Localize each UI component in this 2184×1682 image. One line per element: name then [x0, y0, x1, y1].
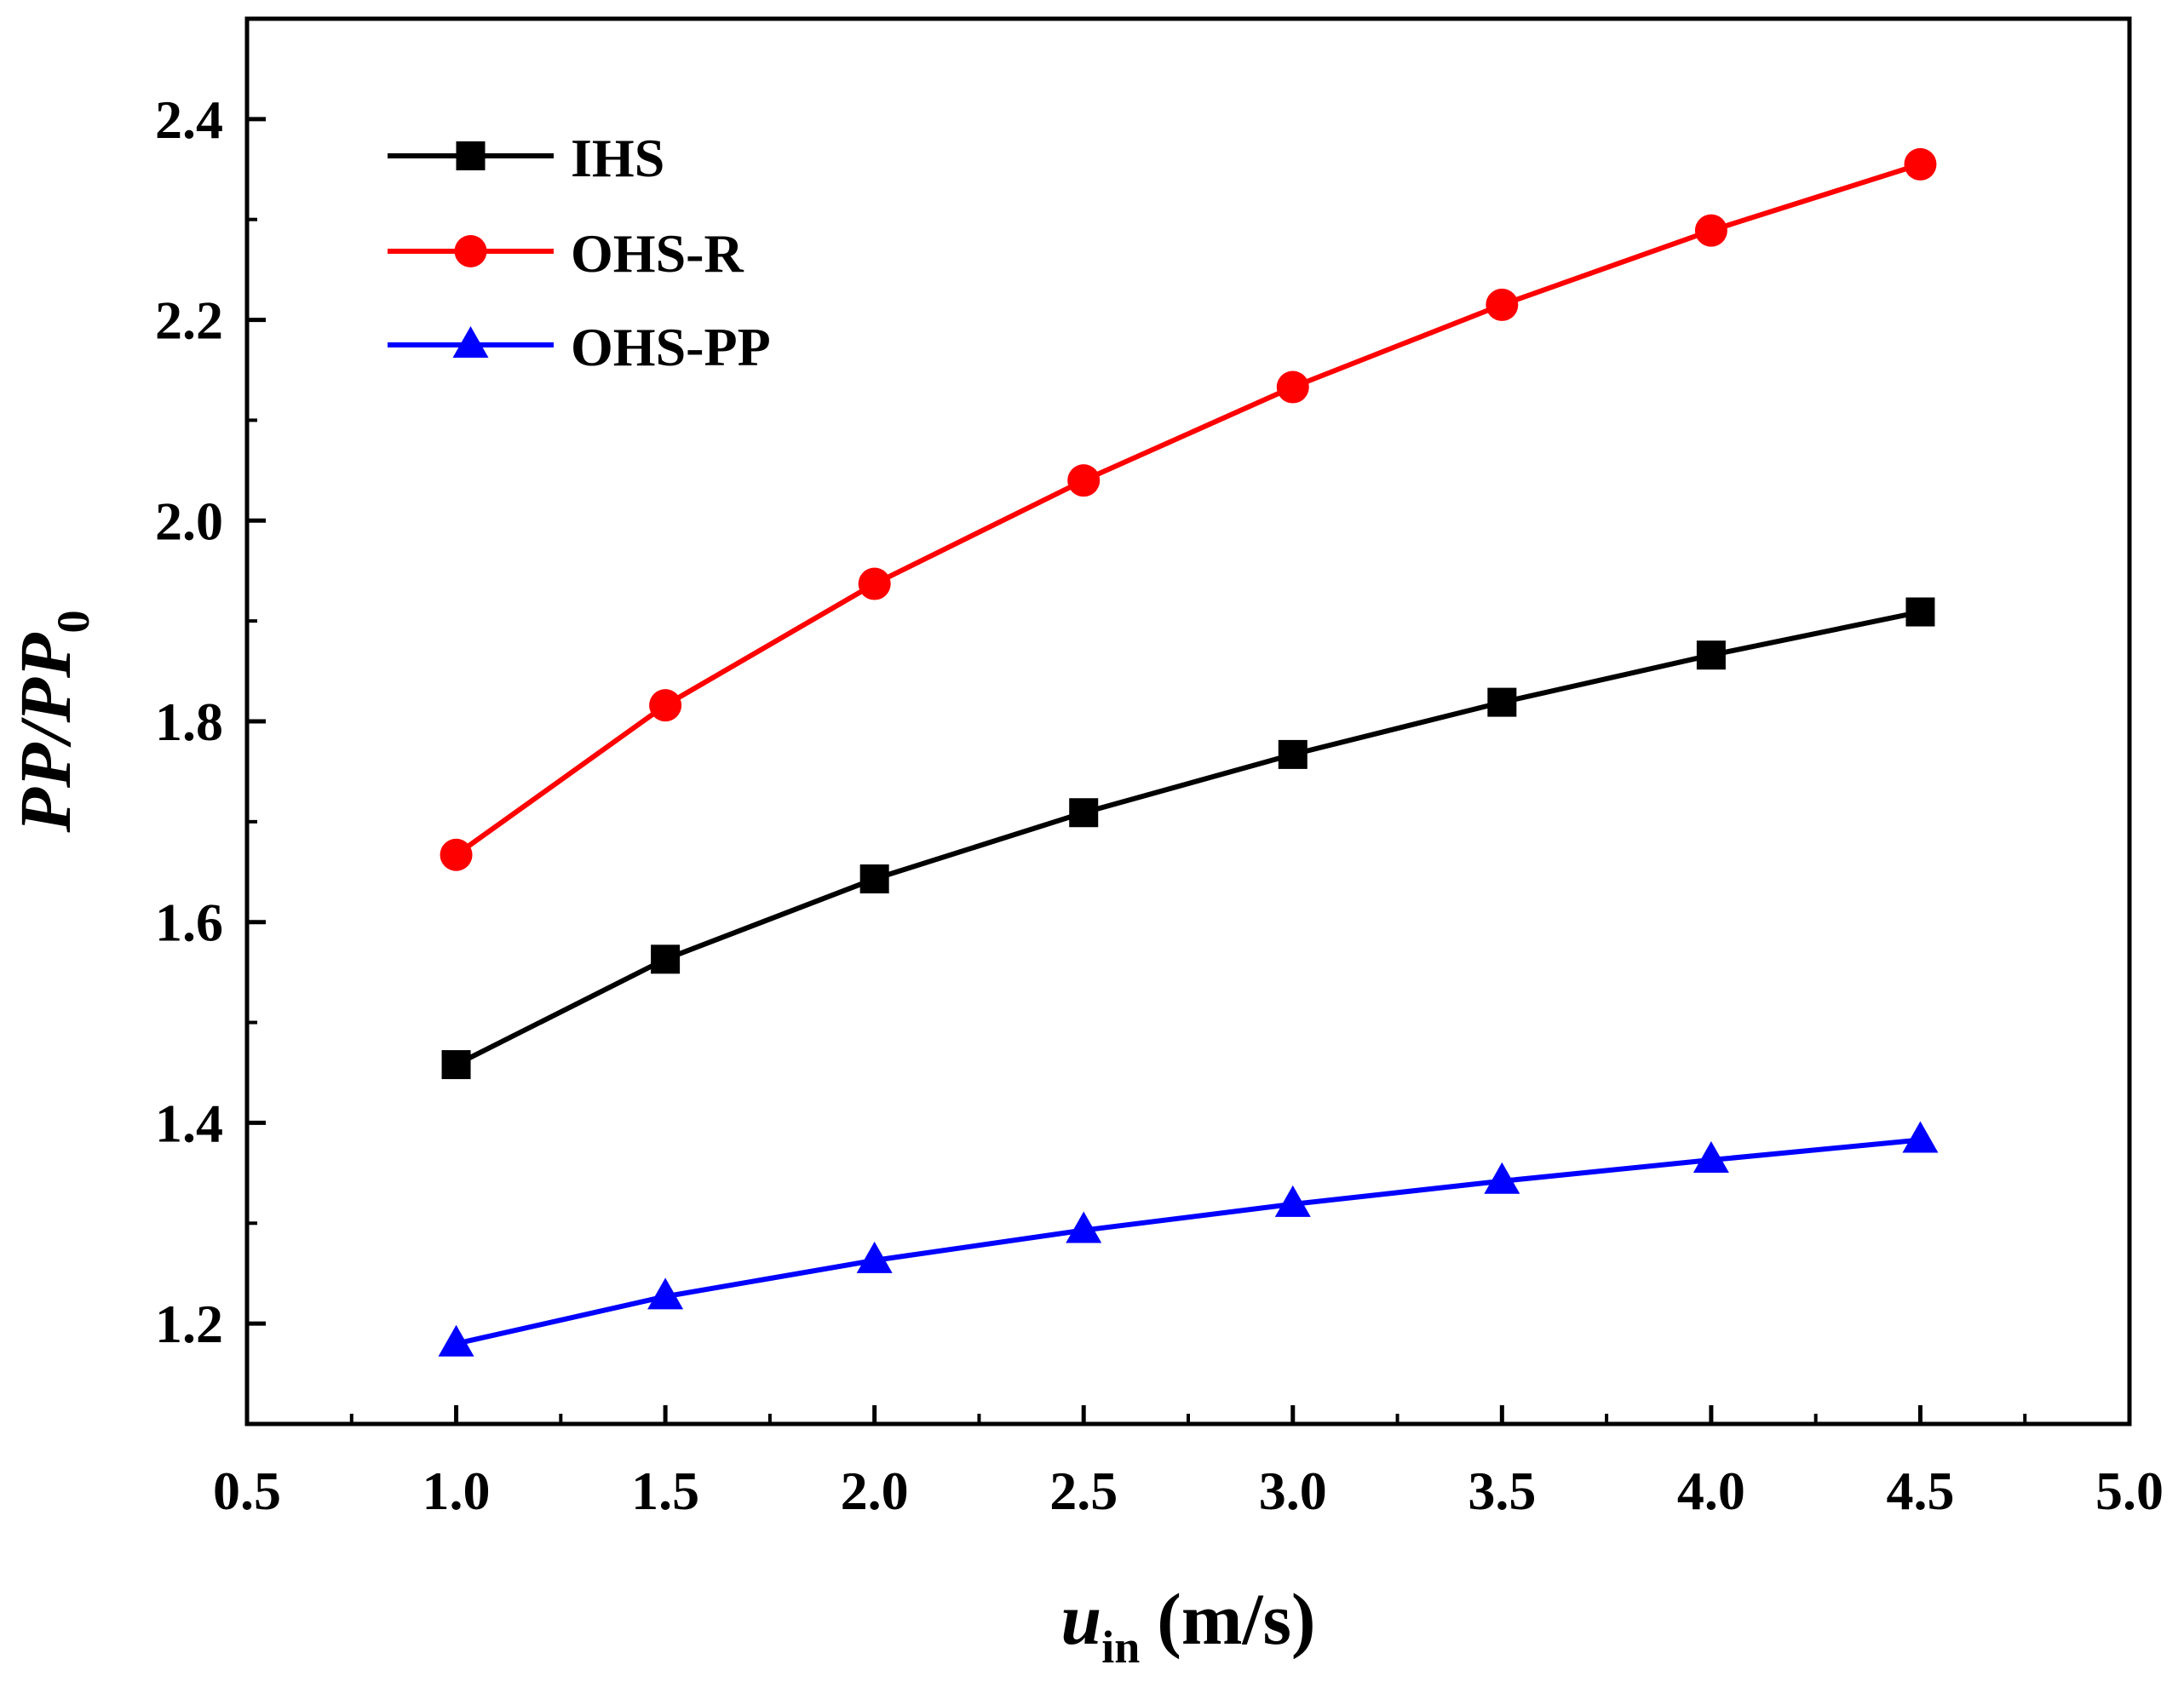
plot-frame — [244, 16, 2132, 1427]
y-tick-label: 1.8 — [155, 692, 223, 752]
data-point-ohs-pp — [1066, 1211, 1102, 1243]
y-tick-label: 1.6 — [155, 893, 223, 953]
y-tick-label: 2.0 — [155, 491, 223, 551]
data-point-ohs-r — [1904, 147, 1937, 181]
legend-marker-ohs-r — [454, 235, 487, 267]
series-ohs-r — [440, 147, 1937, 871]
y-tick-label: 2.4 — [155, 89, 223, 150]
x-axis-title-main: u — [1060, 1578, 1101, 1660]
data-point-ihs — [1069, 798, 1099, 828]
data-point-ihs — [441, 1050, 471, 1080]
x-tick-label: 4.5 — [1886, 1461, 1954, 1521]
x-tick-label: 5.0 — [2095, 1461, 2164, 1521]
data-point-ihs — [1905, 597, 1935, 627]
x-tick-label: 0.5 — [213, 1461, 281, 1521]
legend-marker-ihs — [456, 141, 486, 170]
data-point-ohs-r — [1486, 288, 1519, 321]
data-point-ihs — [859, 864, 889, 894]
x-tick-label: 3.0 — [1259, 1461, 1327, 1521]
series-ohs-pp — [438, 1121, 1939, 1357]
data-point-ohs-r — [858, 567, 891, 600]
data-point-ihs — [1278, 739, 1308, 769]
legend-label-ihs: IHS — [571, 128, 664, 188]
x-tick-label: 2.0 — [841, 1461, 909, 1521]
legend-item-ohs-r: OHS-R — [388, 223, 744, 284]
y-axis-title-subscript: 0 — [48, 610, 99, 633]
series-line-ohs-pp — [455, 1137, 1921, 1346]
x-tick-label: 4.0 — [1677, 1461, 1745, 1521]
data-point-ohs-pp — [1274, 1185, 1311, 1217]
x-tick-label: 1.5 — [631, 1461, 699, 1521]
series-ihs — [441, 597, 1935, 1080]
data-point-ohs-r — [440, 838, 473, 871]
data-point-ihs — [1487, 687, 1517, 717]
y-axis-title: PP/PP0 — [4, 610, 99, 833]
series-line-ihs — [455, 609, 1922, 1067]
data-point-ohs-pp — [647, 1277, 684, 1310]
data-point-ohs-r — [649, 689, 682, 722]
legend: IHS OHS-R OHS-PP — [388, 128, 771, 377]
data-point-ohs-pp — [1902, 1121, 1939, 1153]
series-line-ohs-r — [454, 162, 1922, 858]
data-point-ohs-r — [1276, 370, 1309, 404]
x-tick-label: 1.0 — [422, 1461, 491, 1521]
data-point-ihs — [1696, 640, 1726, 670]
legend-item-ohs-pp: OHS-PP — [388, 317, 771, 377]
x-tick-label: 3.5 — [1468, 1461, 1536, 1521]
x-tick-label: 2.5 — [1049, 1461, 1118, 1521]
data-point-ihs — [651, 944, 681, 974]
legend-marker-ohs-pp — [452, 326, 489, 358]
data-point-ohs-r — [1694, 214, 1727, 247]
data-point-ohs-r — [1067, 464, 1101, 497]
data-point-ohs-pp — [1693, 1141, 1729, 1174]
data-point-ohs-pp — [856, 1241, 893, 1273]
series-layer — [438, 147, 1939, 1357]
x-axis-title-subscript: in — [1101, 1622, 1140, 1673]
y-tick-label: 1.2 — [155, 1294, 223, 1354]
legend-label-ohs-r: OHS-R — [571, 223, 744, 284]
x-axis-title-unit: (m/s) — [1157, 1578, 1315, 1660]
x-axis-ticks: 0.5 1.0 1.5 2.0 2.5 3.0 3.5 4.0 4.5 5.0 — [213, 1405, 2164, 1521]
data-point-ohs-pp — [1484, 1162, 1520, 1194]
x-axis-title: uin (m/s) — [1060, 1578, 1315, 1673]
y-axis-title-main: PP/PP — [4, 632, 86, 833]
legend-label-ohs-pp: OHS-PP — [571, 317, 771, 377]
data-point-ohs-pp — [438, 1324, 474, 1357]
y-tick-label: 2.2 — [155, 290, 223, 351]
y-tick-label: 1.4 — [155, 1093, 223, 1153]
legend-item-ihs: IHS — [388, 128, 664, 188]
y-axis-ticks: 1.2 1.4 1.6 1.8 2.0 2.2 2.4 — [155, 17, 266, 1426]
